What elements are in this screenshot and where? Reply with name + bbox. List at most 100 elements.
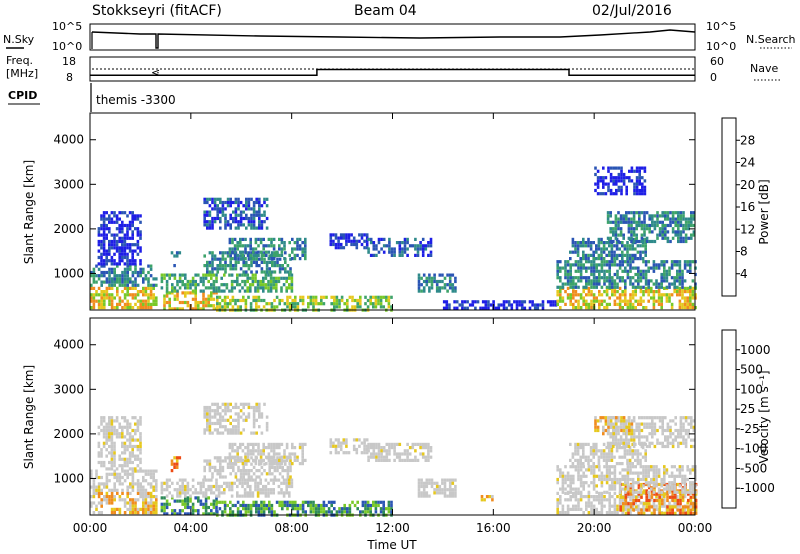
heatmap-cell-velocity — [605, 498, 609, 502]
heatmap-cell-velocity — [556, 477, 559, 482]
heatmap-cell-velocity — [139, 469, 142, 473]
heatmap-cell-velocity — [255, 402, 258, 406]
heatmap-cell-power — [691, 286, 695, 290]
heatmap-cell-velocity — [286, 500, 289, 504]
heatmap-cell-velocity — [230, 494, 234, 498]
heatmap-cell-velocity — [658, 502, 661, 506]
heatmap-cell-power — [618, 286, 622, 290]
heatmap-cell-power — [244, 250, 247, 254]
heatmap-cell-velocity — [186, 502, 190, 506]
heatmap-cell-velocity — [204, 509, 208, 513]
heatmap-cell-power — [585, 299, 588, 303]
heatmap-cell-power — [223, 289, 226, 293]
heatmap-cell-power — [123, 296, 127, 300]
heatmap-cell-power — [255, 257, 258, 261]
heatmap-cell-velocity — [216, 500, 219, 504]
heatmap-cell-velocity — [168, 491, 171, 495]
heatmap-cell-power — [284, 260, 287, 264]
heatmap-cell-velocity — [285, 442, 289, 446]
heatmap-cell-power — [635, 220, 638, 224]
heatmap-cell-power — [123, 274, 127, 278]
heatmap-cell-velocity — [170, 469, 174, 473]
heatmap-cell-power — [258, 200, 261, 205]
heatmap-cell-power — [686, 306, 689, 310]
heatmap-cell-power — [126, 267, 129, 271]
heatmap-cell-velocity — [435, 481, 439, 485]
heatmap-cell-power — [661, 233, 664, 237]
heatmap-cell-velocity — [411, 446, 415, 450]
heatmap-cell-power — [131, 270, 135, 275]
heatmap-cell-power — [202, 304, 205, 308]
heatmap-cell-power — [569, 296, 572, 300]
heatmap-cell-power — [657, 293, 661, 297]
heatmap-cell-power — [233, 250, 237, 254]
heatmap-cell-power — [330, 302, 333, 306]
heatmap-cell-velocity — [657, 487, 661, 491]
heatmap-cell-velocity — [97, 495, 101, 499]
heatmap-cell-power — [665, 296, 669, 300]
heatmap-cell-power — [689, 299, 692, 303]
heatmap-cell-power — [590, 302, 593, 306]
heatmap-cell-velocity — [129, 511, 132, 515]
heatmap-cell-power — [312, 298, 315, 303]
heatmap-cell-velocity — [239, 431, 243, 435]
heatmap-cell-velocity — [254, 488, 257, 492]
heatmap-cell-velocity — [228, 452, 232, 456]
heatmap-cell-power — [572, 293, 575, 297]
heatmap-cell-velocity — [224, 409, 227, 413]
heatmap-cell-velocity — [582, 462, 585, 466]
heatmap-cell-velocity — [184, 505, 187, 510]
heatmap-cell-velocity — [579, 477, 583, 482]
heatmap-cell-velocity — [663, 492, 667, 496]
heatmap-cell-power — [247, 257, 251, 261]
heatmap-cell-power — [671, 230, 675, 234]
heatmap-cell-power — [234, 298, 237, 303]
heatmap-cell-power — [365, 242, 369, 247]
heatmap-cell-power — [100, 264, 103, 268]
heatmap-cell-velocity — [288, 455, 291, 459]
heatmap-cell-power — [245, 197, 248, 201]
heatmap-cell-power — [628, 257, 632, 261]
heatmap-cell-velocity — [208, 459, 212, 463]
heatmap-cell-power — [569, 272, 572, 277]
heatmap-cell-velocity — [242, 507, 245, 511]
heatmap-cell-velocity — [136, 438, 140, 442]
heatmap-cell-power — [212, 283, 216, 287]
heatmap-cell-power — [144, 293, 148, 297]
heatmap-cell-velocity — [219, 472, 222, 476]
heatmap-cell-velocity — [618, 487, 622, 491]
heatmap-cell-power — [689, 306, 692, 310]
heatmap-cell-velocity — [592, 484, 596, 488]
heatmap-cell-power — [689, 269, 692, 273]
heatmap-cell-velocity — [216, 409, 219, 413]
heatmap-cell-velocity — [128, 432, 132, 436]
heatmap-cell-velocity — [585, 504, 588, 508]
heatmap-cell-velocity — [236, 494, 239, 498]
heatmap-cell-power — [643, 211, 646, 215]
heatmap-cell-velocity — [134, 454, 137, 458]
heatmap-cell-power — [385, 298, 388, 303]
heatmap-cell-power — [199, 307, 203, 311]
heatmap-cell-velocity — [421, 455, 425, 459]
heatmap-cell-power — [142, 302, 145, 306]
heatmap-cell-velocity — [587, 468, 591, 472]
heatmap-cell-power — [382, 305, 385, 309]
heatmap-cell-power — [224, 257, 227, 261]
heatmap-cell-velocity — [345, 441, 348, 445]
heatmap-cell-velocity — [97, 501, 101, 505]
heatmap-cell-velocity — [149, 482, 153, 486]
heatmap-cell-velocity — [254, 455, 258, 459]
heatmap-cell-power — [564, 269, 567, 273]
heatmap-cell-velocity — [136, 419, 140, 423]
heatmap-cell-power — [658, 227, 662, 231]
heatmap-cell-power — [184, 291, 187, 295]
heatmap-cell-velocity — [637, 481, 640, 485]
heatmap-cell-velocity — [239, 472, 243, 476]
heatmap-cell-velocity — [152, 479, 155, 483]
heatmap-cell-velocity — [668, 481, 671, 485]
heatmap-cell-power — [208, 226, 212, 230]
heatmap-cell-velocity — [602, 442, 606, 446]
heatmap-cell-velocity — [343, 503, 346, 508]
heatmap-cell-velocity — [231, 510, 235, 514]
heatmap-cell-power — [232, 220, 235, 224]
